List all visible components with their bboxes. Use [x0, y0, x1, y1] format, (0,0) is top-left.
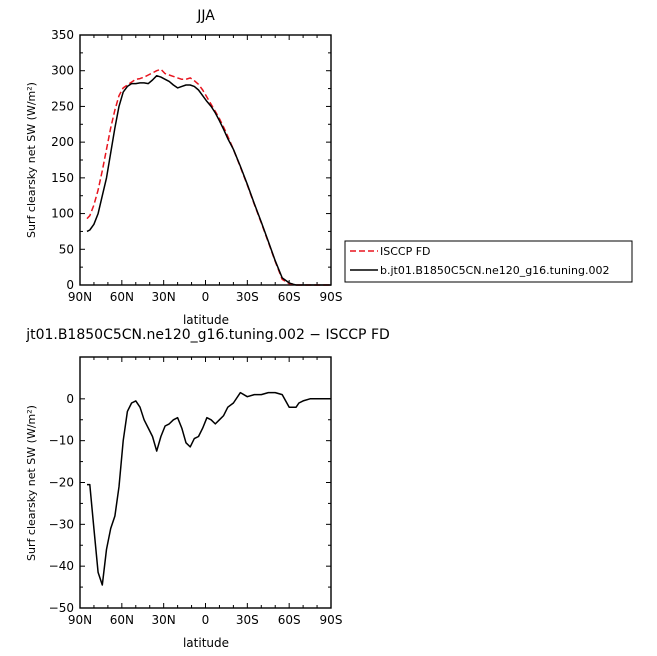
- plot-frame: [80, 357, 331, 608]
- chart-title: JJA: [196, 8, 215, 24]
- x-tick-label: 90N: [68, 290, 92, 304]
- x-tick-label: 30N: [152, 290, 176, 304]
- y-tick-label: −40: [49, 559, 74, 573]
- series-line-isccp: [87, 69, 331, 285]
- y-axis-label: Surf clearsky net SW (W/m²): [25, 405, 38, 561]
- legend-label-model: b.jt01.B1850C5CN.ne120_g16.tuning.002: [380, 264, 609, 277]
- y-tick-label: 150: [51, 171, 74, 185]
- legend: ISCCP FD b.jt01.B1850C5CN.ne120_g16.tuni…: [345, 241, 632, 282]
- legend-label-isccp: ISCCP FD: [380, 245, 431, 258]
- chart-title: jt01.B1850C5CN.ne120_g16.tuning.002 − IS…: [25, 327, 390, 343]
- series-group: [87, 69, 331, 285]
- x-axis-label: latitude: [183, 313, 229, 327]
- series-line-model: [87, 76, 331, 285]
- plot-frame: [80, 35, 331, 285]
- y-tick-label: 200: [51, 135, 74, 149]
- y-tick-label: 250: [51, 99, 74, 113]
- y-axis-label: Surf clearsky net SW (W/m²): [25, 82, 38, 238]
- y-tick-label: −10: [49, 434, 74, 448]
- x-tick-label: 0: [202, 613, 210, 627]
- x-tick-label: 60S: [278, 290, 301, 304]
- x-tick-label: 60S: [278, 613, 301, 627]
- x-tick-label: 60N: [110, 613, 134, 627]
- series-line-model: [87, 393, 331, 585]
- x-tick-label: 30S: [236, 290, 259, 304]
- y-tick-label: −30: [49, 517, 74, 531]
- x-tick-label: 30S: [236, 613, 259, 627]
- x-tick-label: 90S: [320, 613, 343, 627]
- x-tick-label: 90N: [68, 613, 92, 627]
- x-tick-label: 0: [202, 290, 210, 304]
- panel-bottom: jt01.B1850C5CN.ne120_g16.tuning.002 − IS…: [25, 327, 390, 650]
- y-tick-label: 350: [51, 28, 74, 42]
- y-tick-label: 300: [51, 64, 74, 78]
- x-tick-label: 60N: [110, 290, 134, 304]
- y-tick-label: −20: [49, 476, 74, 490]
- y-tick-label: 0: [66, 392, 74, 406]
- y-tick-label: 50: [59, 242, 74, 256]
- x-tick-label: 30N: [152, 613, 176, 627]
- x-tick-label: 90S: [320, 290, 343, 304]
- series-group: [87, 393, 331, 585]
- y-tick-label: 100: [51, 207, 74, 221]
- x-axis-label: latitude: [183, 636, 229, 650]
